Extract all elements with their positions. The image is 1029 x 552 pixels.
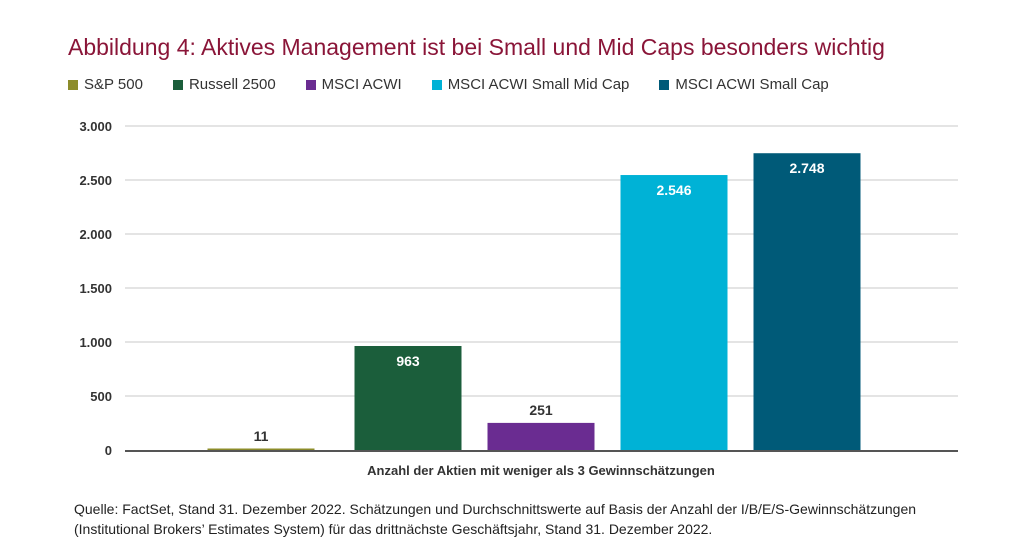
legend-swatch-msci-acwi-small-mid-cap [431,79,442,90]
legend-label-russell-2500: Russell 2500 [188,76,276,93]
bar-value-label: 2.748 [789,160,824,176]
legend-swatch-sp500 [68,79,78,90]
legend-swatch-msci-acwi [305,79,316,90]
bar-value-label: 2.546 [656,182,691,198]
bar-value-label: 251 [529,402,553,418]
bar-value-label: 11 [254,428,269,444]
bar [620,175,728,451]
legend-swatch-russell-2500 [172,79,183,90]
legend-item-russell-2500: Russell 2500 [172,76,276,93]
y-tick-label: 2.000 [79,227,112,242]
bar-value-labels: 11 963 251 2.546 2.748 [254,160,825,444]
bar [207,448,315,450]
legend-item-msci-acwi-small-cap: MSCI ACWI Small Cap [659,76,829,93]
legend-item-msci-acwi: MSCI ACWI [305,76,402,93]
legend-label-sp500: S&P 500 [84,76,143,93]
y-tick-label: 3.000 [79,119,112,134]
bar-value-label: 963 [396,353,420,369]
y-tick-label: 500 [90,389,112,404]
y-axis-ticks: 0 500 1.000 1.500 2.000 2.500 3.000 [79,119,112,458]
legend-item-sp500: S&P 500 [68,76,143,93]
chart-legend: S&P 500 Russell 2500 MSCI ACWI MSCI ACWI… [68,76,859,93]
bar [354,345,462,450]
legend-label-msci-acwi-small-cap: MSCI ACWI Small Cap [675,76,829,93]
legend-label-msci-acwi: MSCI ACWI [321,76,402,93]
y-tick-label: 1.500 [79,281,112,296]
chart-title: Abbildung 4: Aktives Management ist bei … [68,34,885,60]
legend-label-msci-acwi-small-mid-cap: MSCI ACWI Small Mid Cap [447,76,630,93]
y-tick-label: 0 [105,443,112,458]
legend-swatch-msci-acwi-small-cap [659,79,670,90]
y-tick-label: 1.000 [79,335,112,350]
bars [207,153,861,451]
x-axis-label: Anzahl der Aktien mit weniger als 3 Gewi… [367,463,715,478]
source-note: Quelle: FactSet, Stand 31. Dezember 2022… [74,501,917,537]
bar [753,153,861,450]
legend-item-msci-acwi-small-mid-cap: MSCI ACWI Small Mid Cap [431,76,630,93]
y-tick-label: 2.500 [79,173,112,188]
bar [487,422,595,450]
